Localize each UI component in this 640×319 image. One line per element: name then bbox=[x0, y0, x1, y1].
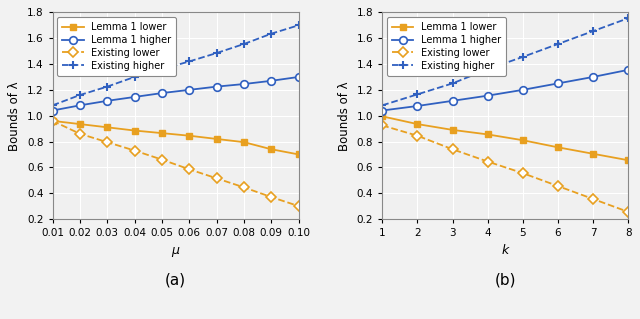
Existing higher bbox=[519, 55, 527, 59]
Lemma 1 lower bbox=[186, 134, 193, 137]
Existing lower bbox=[554, 184, 562, 188]
Lemma 1 lower bbox=[378, 115, 386, 118]
Existing higher bbox=[76, 93, 84, 97]
Lemma 1 higher bbox=[413, 104, 421, 108]
Existing lower bbox=[449, 147, 456, 151]
Lemma 1 higher bbox=[76, 103, 84, 107]
Existing lower bbox=[268, 195, 275, 199]
Lemma 1 lower bbox=[104, 125, 111, 129]
Existing lower bbox=[49, 119, 56, 123]
Lemma 1 higher bbox=[589, 75, 597, 79]
Lemma 1 lower bbox=[519, 138, 527, 142]
Existing lower bbox=[240, 185, 248, 189]
Existing higher bbox=[213, 51, 221, 55]
Lemma 1 higher bbox=[131, 95, 138, 99]
Existing higher bbox=[484, 67, 492, 71]
Existing lower bbox=[413, 134, 421, 137]
Legend: Lemma 1 lower, Lemma 1 higher, Existing lower, Existing higher: Lemma 1 lower, Lemma 1 higher, Existing … bbox=[58, 17, 177, 76]
Existing lower bbox=[213, 176, 221, 180]
Lemma 1 higher bbox=[213, 85, 221, 89]
Line: Lemma 1 lower: Lemma 1 lower bbox=[49, 118, 302, 158]
Lemma 1 lower bbox=[413, 122, 421, 126]
Lemma 1 lower bbox=[484, 132, 492, 136]
Lemma 1 higher bbox=[554, 81, 562, 85]
Lemma 1 lower bbox=[131, 129, 138, 132]
Existing higher bbox=[240, 42, 248, 46]
Existing higher bbox=[186, 60, 193, 63]
Lemma 1 lower bbox=[49, 119, 56, 123]
Lemma 1 lower bbox=[449, 128, 456, 132]
Existing lower bbox=[519, 171, 527, 175]
Legend: Lemma 1 lower, Lemma 1 higher, Existing lower, Existing higher: Lemma 1 lower, Lemma 1 higher, Existing … bbox=[387, 17, 506, 76]
Existing lower bbox=[295, 204, 303, 208]
Existing higher bbox=[104, 85, 111, 89]
Lemma 1 lower bbox=[76, 122, 84, 126]
Lemma 1 higher bbox=[449, 99, 456, 103]
Existing higher bbox=[158, 67, 166, 71]
Lemma 1 lower bbox=[240, 140, 248, 144]
Line: Existing lower: Existing lower bbox=[49, 117, 302, 210]
X-axis label: μ: μ bbox=[172, 244, 180, 256]
Lemma 1 higher bbox=[158, 91, 166, 95]
Lemma 1 lower bbox=[295, 152, 303, 156]
Existing lower bbox=[589, 197, 597, 201]
Line: Lemma 1 lower: Lemma 1 lower bbox=[379, 113, 632, 163]
Lemma 1 lower bbox=[589, 152, 597, 156]
Line: Existing higher: Existing higher bbox=[49, 21, 303, 109]
Existing higher bbox=[554, 42, 562, 46]
Existing higher bbox=[131, 75, 138, 79]
Existing higher bbox=[589, 29, 597, 33]
Existing lower bbox=[378, 123, 386, 127]
Lemma 1 higher bbox=[295, 75, 303, 79]
Lemma 1 higher bbox=[186, 88, 193, 92]
Line: Existing lower: Existing lower bbox=[379, 122, 632, 215]
Lemma 1 higher bbox=[378, 108, 386, 112]
Existing lower bbox=[158, 158, 166, 161]
Existing higher bbox=[268, 32, 275, 35]
Existing lower bbox=[186, 167, 193, 171]
Y-axis label: Bounds of λ: Bounds of λ bbox=[8, 81, 21, 151]
Existing higher bbox=[295, 23, 303, 27]
Line: Existing higher: Existing higher bbox=[378, 14, 632, 109]
Lemma 1 lower bbox=[554, 145, 562, 149]
Lemma 1 lower bbox=[213, 137, 221, 141]
Lemma 1 lower bbox=[158, 131, 166, 135]
Existing lower bbox=[625, 210, 632, 214]
Line: Lemma 1 higher: Lemma 1 higher bbox=[49, 73, 303, 114]
Lemma 1 higher bbox=[104, 99, 111, 103]
Line: Lemma 1 higher: Lemma 1 higher bbox=[378, 66, 632, 114]
Existing higher bbox=[49, 103, 56, 107]
Lemma 1 higher bbox=[625, 68, 632, 72]
Existing higher bbox=[625, 16, 632, 20]
Existing lower bbox=[131, 149, 138, 152]
Lemma 1 higher bbox=[240, 82, 248, 86]
X-axis label: k: k bbox=[502, 244, 509, 256]
Existing higher bbox=[378, 103, 386, 107]
Lemma 1 higher bbox=[484, 94, 492, 98]
Text: (b): (b) bbox=[495, 273, 516, 288]
Lemma 1 lower bbox=[268, 147, 275, 151]
Existing lower bbox=[484, 160, 492, 163]
Lemma 1 higher bbox=[49, 108, 56, 112]
Existing higher bbox=[413, 93, 421, 96]
Text: (a): (a) bbox=[165, 273, 186, 288]
Lemma 1 higher bbox=[519, 88, 527, 92]
Lemma 1 higher bbox=[268, 79, 275, 83]
Existing lower bbox=[104, 140, 111, 144]
Lemma 1 lower bbox=[625, 158, 632, 162]
Existing higher bbox=[449, 81, 456, 85]
Existing lower bbox=[76, 132, 84, 136]
Y-axis label: Bounds of λ: Bounds of λ bbox=[338, 81, 351, 151]
